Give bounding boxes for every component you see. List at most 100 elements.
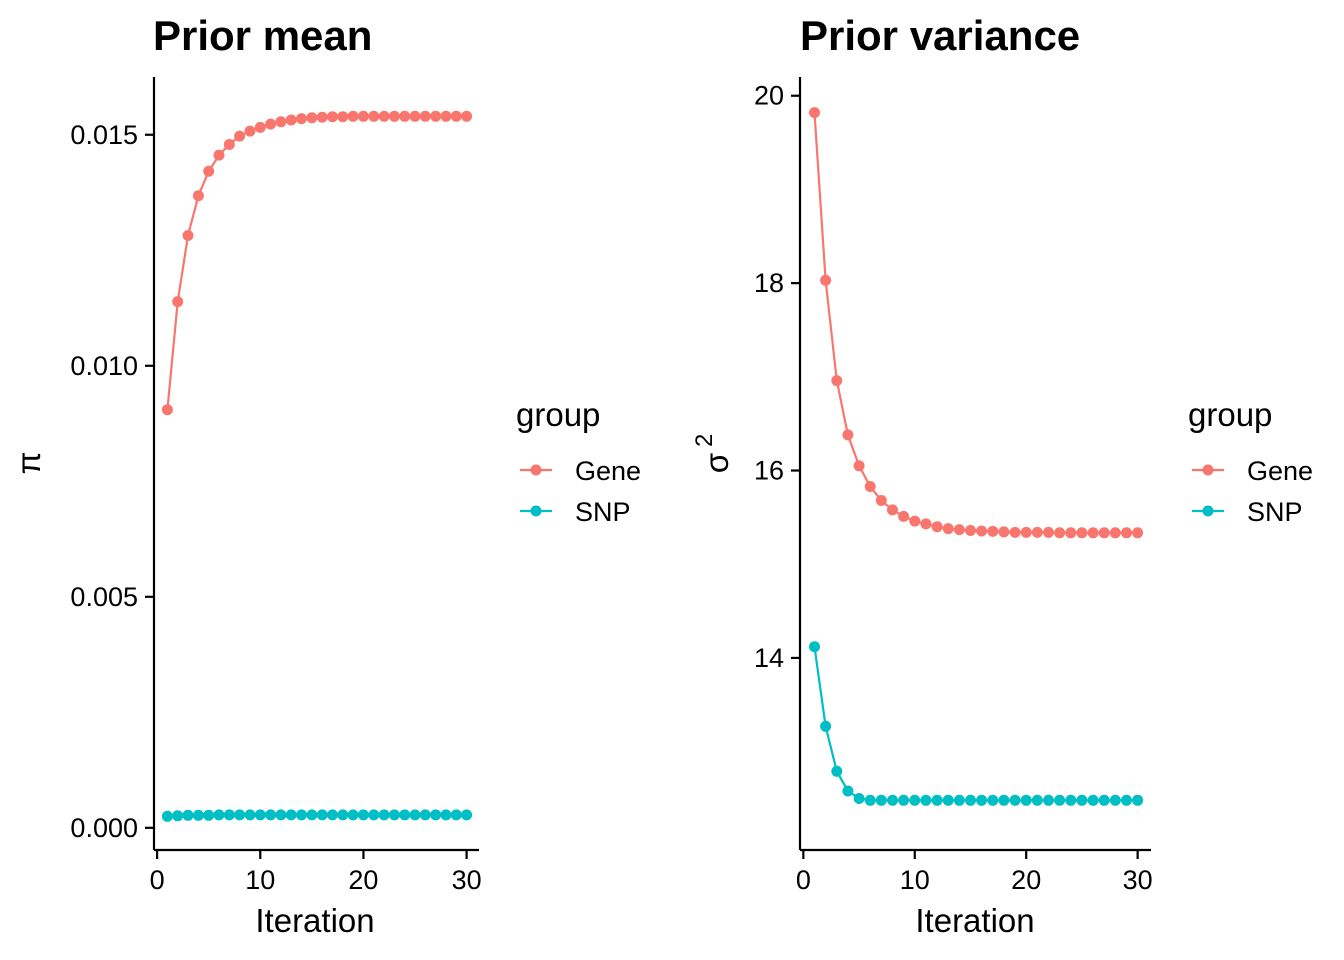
legend-key-gene-point — [1202, 464, 1214, 476]
data-point-gene — [1020, 526, 1032, 538]
x-tick-label: 30 — [452, 865, 482, 895]
data-point-gene — [306, 112, 318, 124]
data-point-gene — [223, 139, 235, 150]
y-axis-label: π — [10, 452, 47, 475]
y-tick-label: 18 — [754, 268, 784, 298]
y-tick-label: 0.010 — [70, 351, 138, 381]
data-point-snp — [1043, 794, 1054, 806]
data-point-gene — [920, 518, 932, 530]
data-point-gene — [172, 296, 184, 308]
data-point-gene — [887, 504, 898, 516]
data-point-snp — [172, 810, 184, 822]
data-point-snp — [244, 809, 256, 821]
data-point-snp — [296, 809, 307, 821]
x-tick-label: 10 — [900, 865, 930, 895]
y-tick-label: 0.000 — [70, 813, 138, 843]
data-point-gene — [1132, 527, 1144, 539]
y-tick-label: 0.005 — [70, 582, 138, 612]
data-point-gene — [192, 190, 204, 202]
data-point-snp — [357, 809, 369, 821]
data-point-gene — [203, 165, 215, 177]
data-point-gene — [1098, 527, 1110, 539]
data-point-gene — [942, 523, 954, 535]
data-point-snp — [1076, 794, 1088, 806]
data-point-gene — [357, 110, 369, 122]
data-point-snp — [316, 809, 328, 821]
data-point-snp — [337, 809, 349, 821]
x-tick-label: 0 — [796, 865, 811, 895]
data-point-snp — [887, 794, 898, 806]
data-point-snp — [864, 794, 876, 806]
chart-title: Prior variance — [800, 12, 1080, 59]
data-point-gene — [265, 118, 277, 130]
data-point-gene — [1009, 526, 1021, 538]
x-tick-label: 30 — [1123, 865, 1153, 895]
data-point-gene — [337, 111, 349, 123]
data-point-gene — [831, 375, 843, 387]
series-line-gene — [813, 112, 1138, 534]
data-point-snp — [285, 809, 297, 821]
data-point-snp — [254, 809, 266, 821]
data-point-snp — [161, 810, 173, 822]
data-point-gene — [213, 149, 225, 161]
data-point-snp — [1087, 794, 1099, 806]
data-point-snp — [931, 794, 943, 806]
data-point-snp — [419, 809, 431, 821]
data-point-snp — [920, 794, 932, 806]
data-point-snp — [1020, 794, 1032, 806]
data-point-snp — [1098, 794, 1110, 806]
data-point-snp — [1121, 794, 1132, 806]
data-point-snp — [378, 809, 390, 821]
data-point-snp — [831, 765, 843, 777]
legend-label-gene: Gene — [1247, 456, 1313, 486]
data-point-snp — [213, 809, 225, 821]
data-point-gene — [461, 110, 473, 122]
legend: group Gene SNP — [516, 396, 641, 527]
data-point-snp — [1031, 794, 1043, 806]
data-point-gene — [388, 110, 400, 122]
legend: group Gene SNP — [1188, 396, 1313, 527]
data-point-gene — [898, 510, 910, 522]
data-point-snp — [987, 794, 999, 806]
series-line-gene — [166, 115, 467, 410]
data-point-gene — [347, 110, 359, 122]
legend-key-snp-point — [530, 505, 542, 517]
data-point-snp — [942, 794, 954, 806]
data-point-snp — [203, 809, 215, 821]
data-point-snp — [809, 641, 820, 653]
y-axis-label-superscript: 2 — [691, 434, 718, 447]
data-point-gene — [953, 524, 965, 536]
data-point-snp — [1132, 794, 1144, 806]
x-axis-label: Iteration — [255, 902, 374, 939]
data-point-gene — [1065, 527, 1077, 539]
data-point-gene — [965, 525, 976, 536]
data-point-gene — [842, 429, 854, 441]
x-tick-label: 20 — [348, 865, 378, 895]
data-point-gene — [440, 110, 452, 122]
legend-key-snp-point — [1202, 505, 1214, 517]
data-point-gene — [864, 481, 876, 492]
data-point-gene — [450, 110, 462, 122]
data-point-snp — [234, 809, 246, 821]
data-point-snp — [909, 794, 921, 806]
legend-key-gene-point — [530, 464, 542, 476]
data-point-gene — [161, 404, 173, 416]
chart-title: Prior mean — [153, 12, 372, 59]
data-point-gene — [399, 110, 411, 122]
data-point-snp — [1009, 794, 1021, 806]
data-point-gene — [909, 515, 921, 527]
data-point-snp — [440, 809, 452, 821]
data-point-snp — [327, 809, 338, 821]
data-point-gene — [378, 110, 390, 122]
data-point-gene — [275, 116, 287, 128]
data-point-gene — [1054, 527, 1066, 539]
y-axis-label: σ 2 — [691, 434, 735, 474]
data-point-gene — [1076, 527, 1088, 539]
data-point-gene — [316, 111, 328, 123]
x-axis-label: Iteration — [915, 902, 1034, 939]
data-point-snp — [182, 809, 194, 821]
data-point-snp — [1065, 794, 1077, 806]
data-point-gene — [1043, 526, 1054, 538]
prior-variance-panel: Prior variance σ 2 Iteration 14 16 18 20 0 10… — [691, 12, 1313, 939]
